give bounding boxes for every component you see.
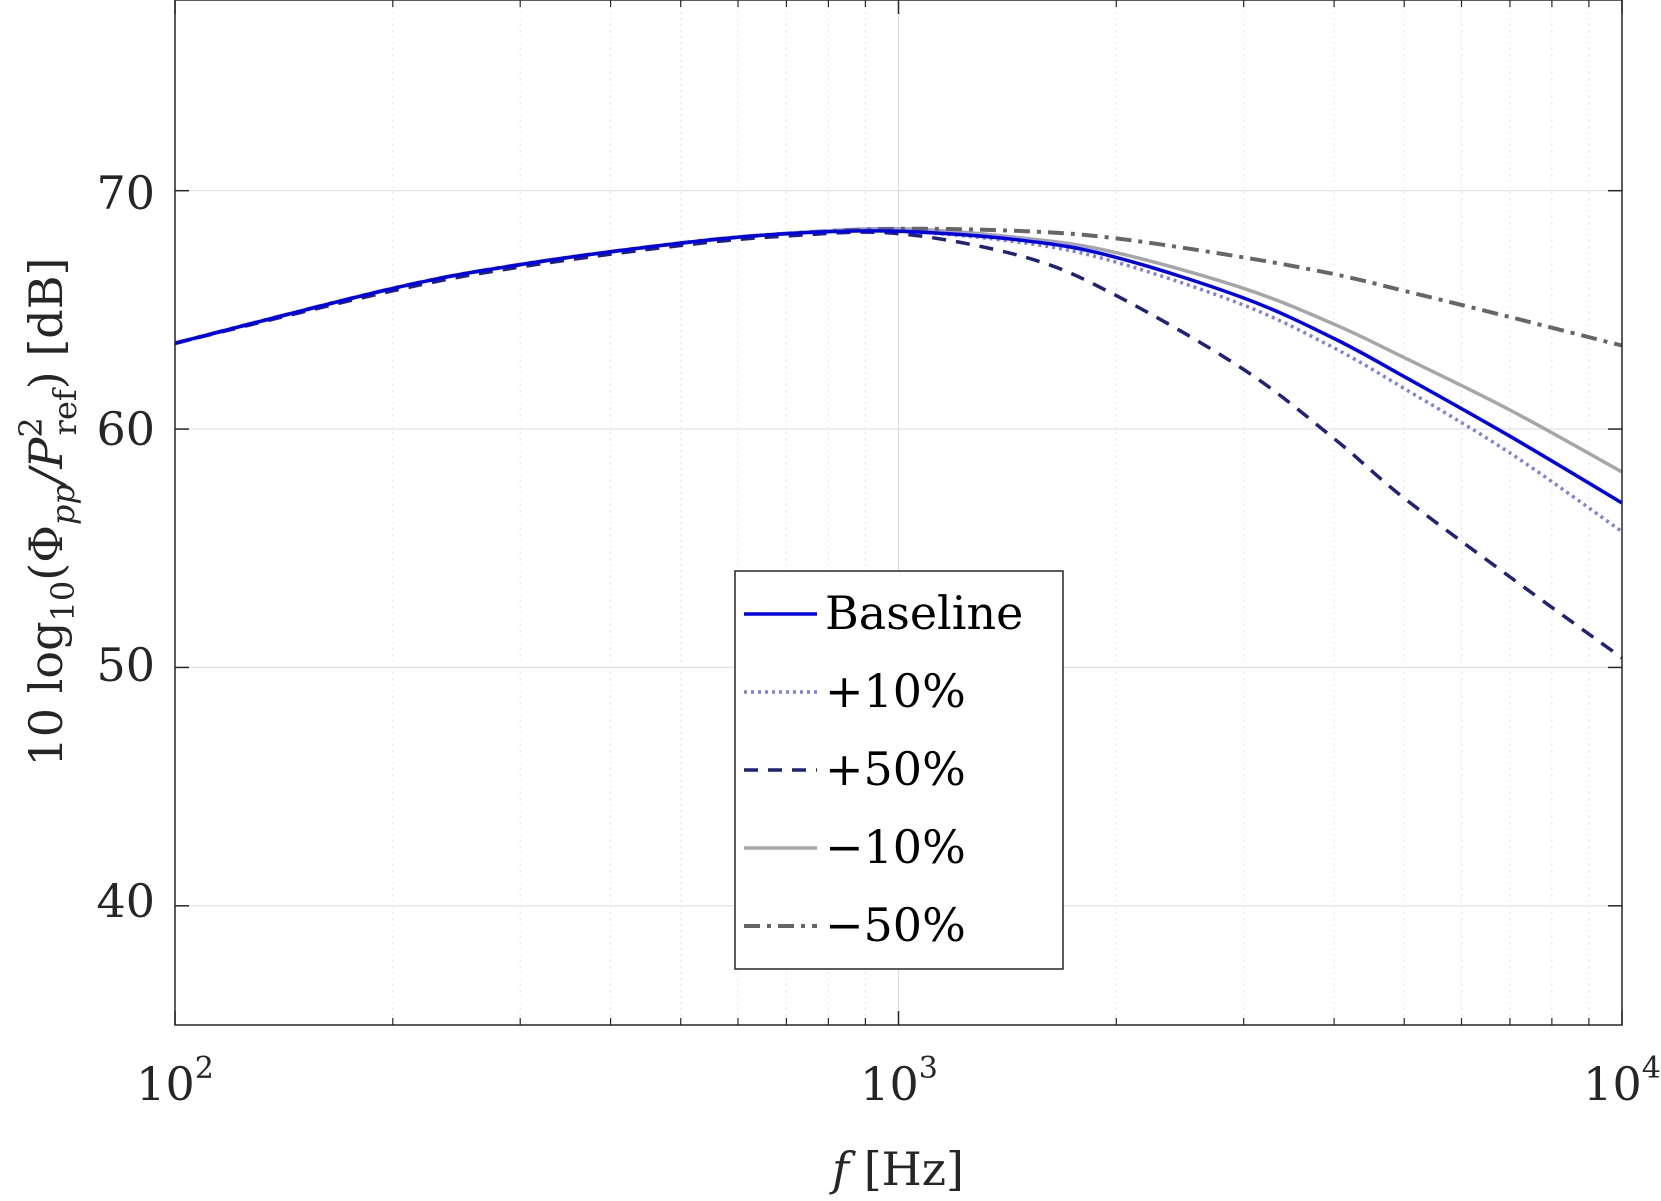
legend-label: +10% [825, 664, 966, 718]
y-tick-label: 50 [96, 638, 155, 692]
legend-entry: +10% [744, 664, 966, 718]
legend-box [734, 570, 1064, 970]
legend-entry: +50% [744, 742, 966, 796]
series-line [174, 229, 1623, 505]
x-tick-label: 102 [136, 1051, 214, 1111]
legend-entry: −50% [744, 898, 966, 952]
legend: Baseline +10% +50% −10% −50% [734, 570, 1064, 970]
series-line [174, 230, 1624, 660]
x-tick-label: 103 [860, 1051, 938, 1111]
series-layer [174, 226, 1624, 660]
legend-label: Baseline [825, 586, 1023, 640]
x-axis-label: f [Hz] [829, 1142, 964, 1196]
x-tick-labels: 102 103 104 [136, 1051, 1661, 1111]
y-tick-labels: 40 50 60 70 [96, 166, 155, 928]
y-axis-label: 10 log10(Φpp/P2ref) [dB] [12, 258, 84, 767]
legend-entry: Baseline [744, 586, 1023, 640]
y-tick-label: 40 [96, 874, 155, 928]
legend-entry: −10% [744, 820, 966, 874]
x-tick-label: 104 [1583, 1051, 1661, 1111]
y-tick-label: 70 [96, 166, 155, 220]
legend-label: −10% [825, 820, 966, 874]
legend-label: +50% [825, 742, 966, 796]
axes [174, 0, 1623, 1026]
y-tick-label: 60 [96, 402, 155, 456]
legend-label: −50% [825, 898, 966, 952]
